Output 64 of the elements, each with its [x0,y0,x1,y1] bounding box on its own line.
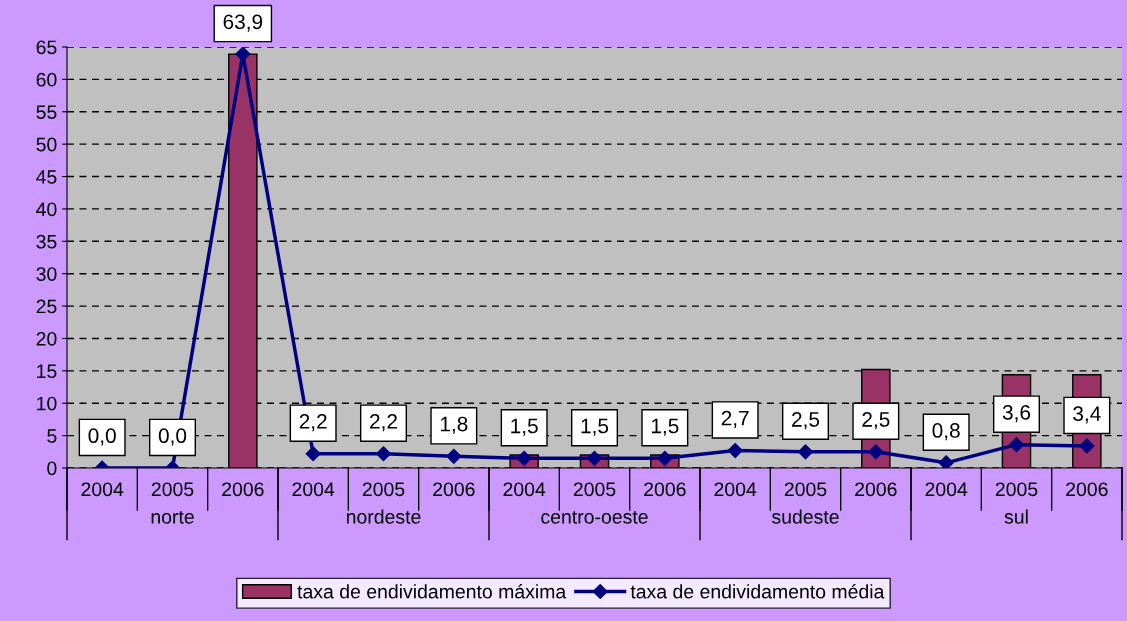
x-tick-label: 2005 [784,482,827,497]
data-label: 63,9 [223,14,263,32]
point [727,442,743,459]
y-tick-label: 45 [36,170,57,184]
x-tick-label: 2006 [222,482,264,497]
y-tick-label: 55 [36,105,57,120]
data-label: 2,5 [792,412,820,430]
text: nordeste [346,509,421,524]
x-tick-label: 2005 [573,482,616,497]
x-tick-label: 2006 [433,482,475,497]
y-tick-label: 10 [37,396,57,411]
data-label: 3,6 [1002,404,1031,423]
text: centro-oeste [541,510,648,524]
data-label: 2,7 [721,410,749,429]
point [657,450,673,466]
legend-label: taxa de endividamento máxima [297,583,567,599]
point [797,444,814,460]
y-tick-label: 5 [47,429,57,443]
data-label: 2,2 [370,414,397,432]
x-tick-label: 2006 [855,482,897,497]
data-label: 3,4 [1073,406,1101,424]
y-tick-label: 20 [36,331,57,346]
y-tick-label: 60 [36,72,57,87]
y-tick-label: 15 [37,364,57,379]
legend-label: taxa de endividamento média [630,583,885,599]
x-tick-label: 2004 [81,482,124,497]
y-tick-label: 40 [36,202,57,217]
data-label: 1,5 [581,418,609,436]
point [516,450,532,466]
data-label: 0,8 [932,423,960,441]
point [1008,437,1025,453]
text: sudeste [771,509,839,524]
x-tick-label: 2005 [362,482,405,497]
point [235,47,251,62]
data-label: 1,8 [440,416,468,434]
x-tick-label: 2005 [995,482,1038,497]
data-label: 2,5 [862,412,890,430]
point [375,446,392,462]
y-tick-label: 25 [36,299,57,314]
text: sul [1004,509,1028,524]
x-tick-label: 2005 [151,482,194,497]
x-tick-label: 2006 [1066,482,1108,497]
data-label: 2,2 [299,414,327,432]
y-tick-label: 0 [47,461,57,476]
point [938,455,954,468]
x-tick-label: 2006 [644,482,686,497]
x-tick-label: 2004 [925,482,968,497]
data-label: 1,5 [651,418,679,436]
text: norte [151,510,194,524]
y-tick-label: 35 [36,234,57,249]
x-tick-label: 2004 [292,482,335,497]
y-tick-label: 50 [36,137,57,152]
point [586,450,603,466]
data-label: 1,5 [511,418,538,436]
x-tick-label: 2004 [503,482,546,497]
point [1079,438,1095,454]
data-label: 0,0 [88,428,116,446]
point [868,444,884,460]
point [446,448,462,464]
x-tick-label: 2004 [714,482,757,497]
point [305,446,321,462]
y-tick-label: 30 [36,267,57,281]
y-tick-label: 65 [36,40,57,55]
data-label: 0,0 [158,428,187,446]
